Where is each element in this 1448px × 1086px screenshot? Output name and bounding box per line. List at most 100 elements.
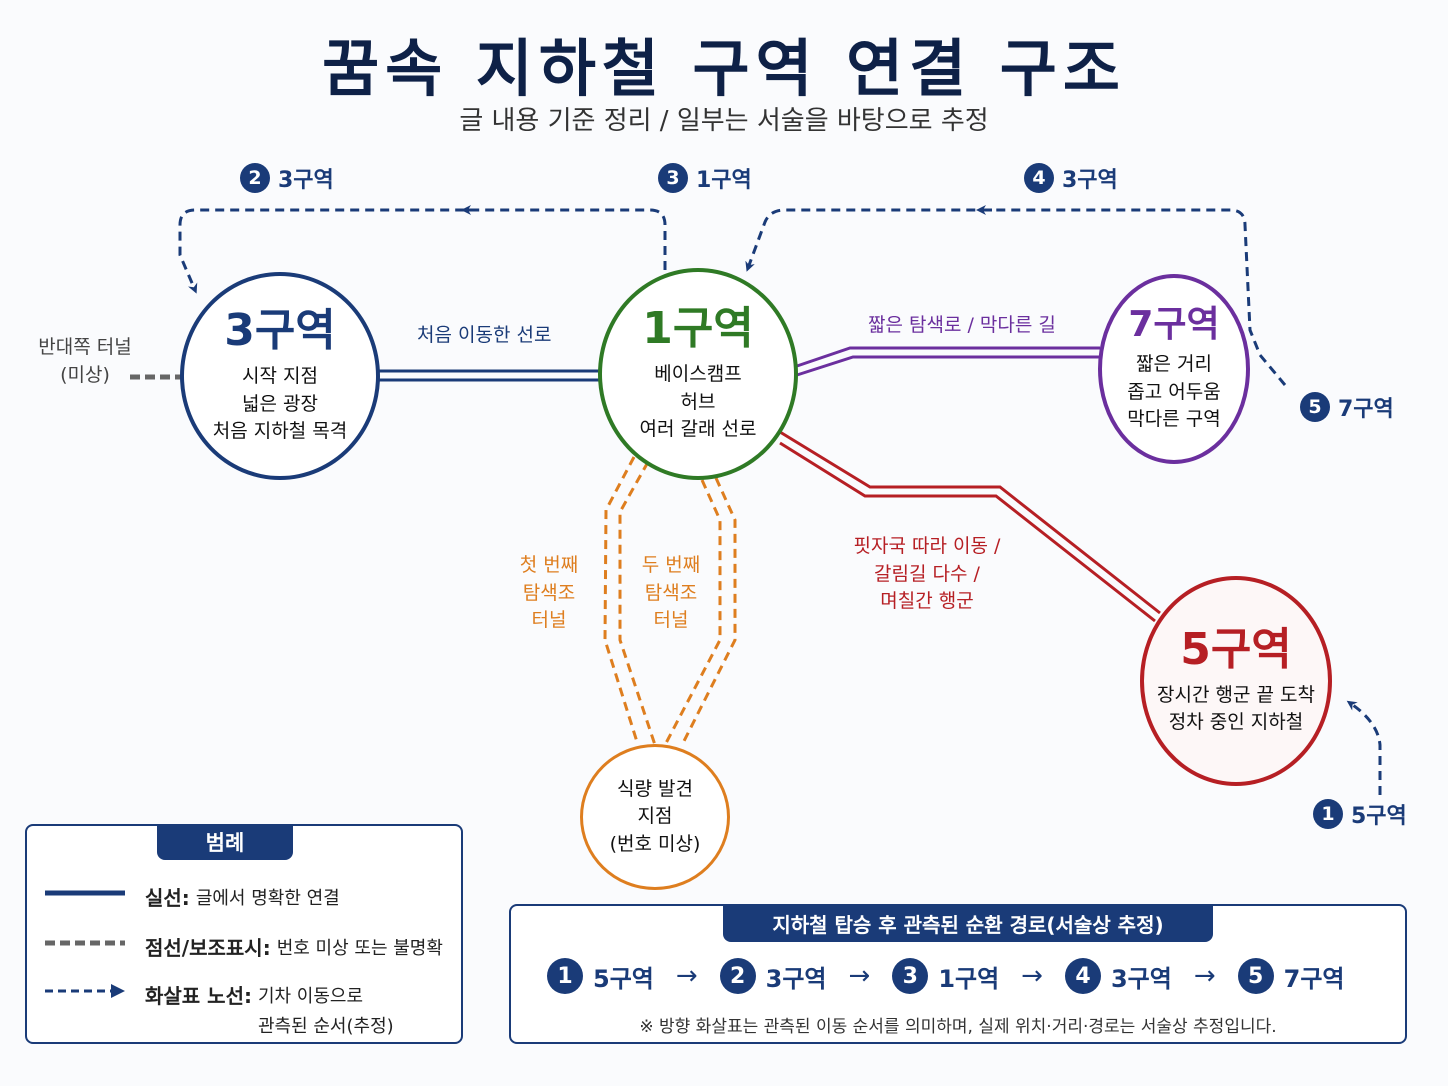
sequence-arrow-icon: → (675, 961, 698, 991)
label-tunnel-2-line-1: 두 번째 (641, 554, 701, 576)
sequence-box: 지하철 탑승 후 관측된 순환 경로(서술상 추정) 1 5구역 → 2 3구역… (509, 904, 1407, 1044)
sequence-note: ※ 방향 화살표는 관측된 이동 순서를 의미하며, 실제 위치·거리·경로는 … (639, 1017, 1277, 1037)
node-zone7[interactable]: 7구역 짧은 거리 좁고 어두움 막다른 구역 (1098, 274, 1250, 464)
label-z1-z5-line-3: 며칠간 행군 (880, 590, 974, 613)
tunnel-first (603, 456, 657, 746)
legend-title: 범례 (157, 824, 293, 860)
legend-solid-key: 실선: (145, 886, 190, 910)
sequence-step-4-zone: 3구역 (1110, 964, 1172, 993)
train-marker-1-badge: 1 (1313, 799, 1343, 829)
sequence-step-2-zone: 3구역 (765, 964, 827, 993)
legend-arrow-key: 화살표 노선: (145, 984, 252, 1008)
zone3-line-1: 시작 지점 (242, 364, 318, 387)
train-marker-3-zone: 1구역 (696, 168, 752, 193)
label-opposite-tunnel: 반대쪽 터널 (미상) (30, 334, 140, 389)
sequence-step-5-badge: 5 (1237, 958, 1274, 994)
node-zone1[interactable]: 1구역 베이스캠프 허브 여러 갈래 선로 (598, 268, 798, 480)
zone5-name: 5구역 (1180, 624, 1292, 676)
label-tunnel-2-line-3: 터널 (653, 609, 689, 632)
train-marker-4: 4 3구역 (1024, 162, 1118, 194)
node-zone5[interactable]: 5구역 장시간 행군 끝 도착 정차 중인 지하철 (1140, 576, 1332, 786)
train-marker-3-badge: 3 (658, 163, 688, 193)
legend-solid-line-icon (45, 890, 125, 896)
legend-dotted-key: 점선/보조표시: (145, 936, 271, 960)
label-z1-z5: 핏자국 따라 이동 / 갈림길 다수 / 며칠간 행군 (842, 533, 1012, 616)
train-marker-2-zone: 3구역 (278, 168, 334, 193)
label-tunnel-1-line-3: 터널 (531, 609, 567, 632)
legend-solid-desc: 글에서 명확한 연결 (195, 888, 340, 909)
label-tunnel-2: 두 번째 탐색조 터널 (636, 552, 706, 635)
label-z1-z5-line-1: 핏자국 따라 이동 / (853, 535, 1001, 557)
train-marker-1: 1 5구역 (1313, 798, 1407, 830)
legend-solid: 실선: 글에서 명확한 연결 (45, 882, 340, 911)
label-tunnel-1-line-1: 첫 번째 (519, 554, 579, 576)
train-marker-4-badge: 4 (1024, 163, 1054, 193)
food-line-2: 지점 (637, 805, 673, 828)
legend-arrow-desc-2: 관측된 순서(추정) (257, 1016, 394, 1037)
sequence-step-1: 1 5구역 (547, 958, 654, 994)
legend-dotted-line-icon (45, 940, 125, 946)
edge-zone1-zone5 (779, 430, 1161, 623)
label-z1-z5-line-2: 갈림길 다수 / (874, 562, 980, 585)
zone1-line-3: 여러 갈래 선로 (639, 418, 757, 441)
zone7-line-2: 좁고 어두움 (1127, 380, 1221, 403)
train-marker-5-zone: 7구역 (1338, 397, 1394, 422)
sequence-step-1-badge: 1 (547, 958, 583, 994)
zone1-line-1: 베이스캠프 (654, 362, 742, 385)
sequence-step-2: 2 3구역 (719, 958, 827, 994)
sequence-step-5-zone: 7구역 (1283, 964, 1345, 993)
food-line-1: 식량 발견 (617, 777, 693, 800)
train-arrow-2 (178, 208, 667, 294)
zone7-line-1: 짧은 거리 (1136, 353, 1212, 376)
page-subtitle: 글 내용 기준 정리 / 일부는 서술을 바탕으로 추정 (459, 106, 989, 136)
train-marker-5: 5 7구역 (1300, 391, 1394, 423)
train-marker-5-badge: 5 (1300, 392, 1330, 422)
zone5-line-1: 장시간 행군 끝 도착 (1157, 683, 1315, 706)
zone5-line-2: 정차 중인 지하철 (1168, 711, 1304, 734)
legend-dotted-desc: 번호 미상 또는 불명확 (276, 938, 443, 959)
label-z3-z1: 처음 이동한 선로 (417, 324, 552, 346)
zone3-name: 3구역 (224, 305, 336, 357)
train-arrow-4 (745, 208, 1287, 386)
train-arrow-1 (1346, 700, 1382, 795)
legend-arrow-line-icon (45, 984, 125, 998)
zone7-line-3: 막다른 구역 (1127, 408, 1221, 431)
label-opposite-line-2: (미상) (60, 363, 110, 386)
train-marker-2: 2 3구역 (240, 162, 334, 194)
sequence-arrow-icon: → (1193, 961, 1216, 991)
train-marker-1-zone: 5구역 (1351, 804, 1407, 829)
sequence-steps: 1 5구역 → 2 3구역 → 3 1구역 → 4 3구역 → 5 7구역 (547, 958, 1344, 994)
zone7-name: 7구역 (1128, 303, 1220, 345)
sequence-step-3-badge: 3 (892, 958, 929, 994)
sequence-step-1-zone: 5구역 (593, 964, 654, 993)
sequence-step-3: 3 1구역 (892, 958, 999, 994)
train-marker-2-badge: 2 (240, 163, 270, 193)
legend: 범례 실선: 글에서 명확한 연결 점선/보조표시: 번호 미상 또는 불명확 … (25, 824, 463, 1044)
legend-dotted: 점선/보조표시: 번호 미상 또는 불명확 (45, 932, 443, 961)
sequence-step-3-zone: 1구역 (938, 964, 1000, 993)
zone1-name: 1구역 (642, 303, 754, 355)
edge-zone1-zone7 (796, 346, 1100, 377)
sequence-step-2-badge: 2 (719, 958, 756, 994)
zone1-line-2: 허브 (680, 390, 716, 413)
node-zone3[interactable]: 3구역 시작 지점 넓은 광장 처음 지하철 목격 (180, 272, 380, 480)
sequence-title: 지하철 탑승 후 관측된 순환 경로(서술상 추정) (723, 904, 1213, 942)
label-z1-z7: 짧은 탐색로 / 막다른 길 (868, 314, 1056, 336)
label-tunnel-2-line-2: 탐색조 (644, 581, 698, 604)
tunnel-second (663, 477, 737, 746)
sequence-arrow-icon: → (848, 961, 871, 991)
train-marker-3: 3 1구역 (658, 162, 752, 194)
node-food-point[interactable]: 식량 발견 지점 (번호 미상) (580, 744, 730, 890)
sequence-arrow-icon: → (1021, 961, 1043, 991)
page-title: 꿈속 지하철 구역 연결 구조 (322, 32, 1126, 105)
legend-arrow: 화살표 노선: 기차 이동으로 관측된 순서(추정) (45, 980, 394, 1038)
zone3-line-2: 넓은 광장 (242, 392, 318, 415)
zone3-line-3: 처음 지하철 목격 (212, 420, 348, 443)
legend-arrow-desc: 기차 이동으로 관측된 순서(추정) (258, 980, 394, 1038)
sequence-step-4: 4 3구역 (1064, 958, 1172, 994)
train-marker-4-zone: 3구역 (1062, 168, 1118, 193)
label-opposite-line-1: 반대쪽 터널 (38, 336, 132, 358)
sequence-step-4-badge: 4 (1064, 958, 1101, 994)
legend-arrow-desc-1: 기차 이동으로 (257, 986, 364, 1007)
label-tunnel-1: 첫 번째 탐색조 터널 (514, 552, 584, 635)
